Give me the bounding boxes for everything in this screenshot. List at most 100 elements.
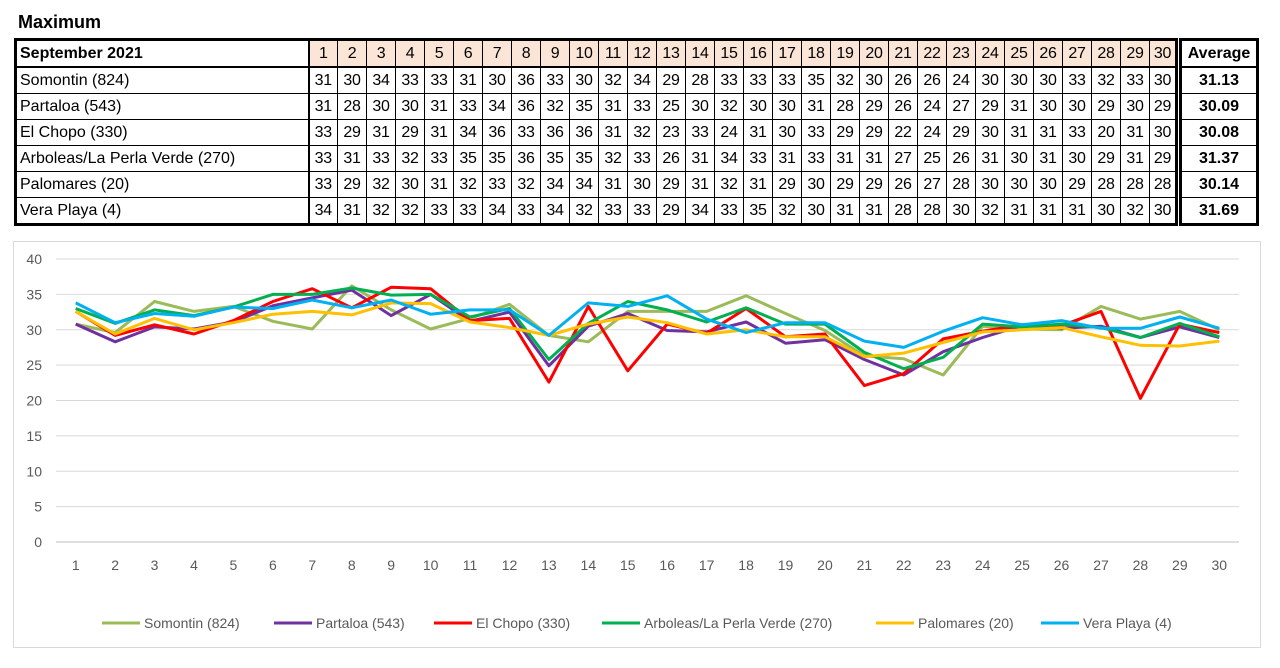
average-value: 31.13 <box>1180 66 1258 94</box>
temperature-cell: 24 <box>917 119 947 146</box>
temperature-cell: 32 <box>975 197 1005 225</box>
x-tick-label: 22 <box>896 557 912 573</box>
temperature-cell: 30 <box>1149 197 1177 225</box>
temperature-cell: 33 <box>511 197 541 225</box>
temperature-cell: 31 <box>685 171 715 198</box>
temperature-cell: 30 <box>1004 171 1034 198</box>
table-row: Somontin (824) 31 30 34 33 33 31 30 36 33 30 32 34 29… <box>15 66 1177 94</box>
day-header: 4 <box>395 39 425 68</box>
temperature-cell: 32 <box>569 197 599 225</box>
temperature-cell: 34 <box>482 197 512 225</box>
temperature-cell: 32 <box>714 93 744 120</box>
temperature-cell: 23 <box>656 119 686 146</box>
temperature-cell: 31 <box>337 197 367 225</box>
temperature-cell: 33 <box>424 66 454 94</box>
x-tick-label: 6 <box>269 557 277 573</box>
temperature-cell: 29 <box>656 66 686 94</box>
temperature-cell: 29 <box>1062 171 1092 198</box>
temperature-cell: 33 <box>453 93 483 120</box>
temperature-cell: 29 <box>946 119 976 146</box>
day-header: 10 <box>569 39 599 68</box>
temperature-cell: 36 <box>482 119 512 146</box>
temperature-cell: 32 <box>366 197 396 225</box>
temperature-cell: 33 <box>627 197 657 225</box>
temperature-cell: 33 <box>598 197 628 225</box>
temperature-cell: 33 <box>482 171 512 198</box>
temperature-cell: 28 <box>1149 171 1177 198</box>
day-header: 24 <box>975 39 1005 68</box>
average-value: 30.08 <box>1180 119 1258 146</box>
temperature-cell: 29 <box>656 197 686 225</box>
x-tick-label: 18 <box>738 557 754 573</box>
temperature-cell: 31 <box>1004 119 1034 146</box>
temperature-cell: 32 <box>714 171 744 198</box>
day-header: 1 <box>308 39 338 68</box>
temperature-cell: 32 <box>395 197 425 225</box>
temperature-cell: 32 <box>598 66 628 94</box>
temperature-cell: 32 <box>1120 197 1150 225</box>
temperature-cell: 30 <box>569 66 599 94</box>
x-tick-label: 16 <box>659 557 675 573</box>
temperature-cell: 29 <box>395 119 425 146</box>
temperature-cell: 33 <box>801 119 831 146</box>
y-tick-label: 35 <box>26 286 42 302</box>
series-line <box>75 286 1220 371</box>
temperature-cell: 30 <box>1033 171 1063 198</box>
temperature-cell: 30 <box>946 197 976 225</box>
temperature-cell: 29 <box>859 171 889 198</box>
day-header: 19 <box>830 39 860 68</box>
legend-label: Palomares (20) <box>918 615 1014 631</box>
average-value: 30.09 <box>1180 93 1258 120</box>
temperature-cell: 33 <box>453 197 483 225</box>
temperature-cell: 31 <box>337 145 367 172</box>
temperature-cell: 27 <box>917 171 947 198</box>
temperature-cell: 28 <box>830 93 860 120</box>
temperature-cell: 26 <box>888 66 918 94</box>
temperature-cell: 30 <box>482 66 512 94</box>
temperature-cell: 33 <box>308 119 338 146</box>
temperature-cell: 31 <box>424 93 454 120</box>
temperature-cell: 34 <box>569 171 599 198</box>
temperature-cell: 26 <box>656 145 686 172</box>
day-header: 23 <box>946 39 976 68</box>
temperature-cell: 33 <box>511 119 541 146</box>
x-tick-label: 23 <box>935 557 951 573</box>
temperature-cell: 35 <box>453 145 483 172</box>
temperature-cell: 35 <box>801 66 831 94</box>
temperature-cell: 26 <box>888 171 918 198</box>
temperature-cell: 30 <box>801 197 831 225</box>
x-tick-label: 9 <box>387 557 395 573</box>
temperature-cell: 30 <box>337 66 367 94</box>
temperature-cell: 31 <box>598 171 628 198</box>
legend-label: Partaloa (543) <box>316 615 405 631</box>
x-tick-label: 20 <box>817 557 833 573</box>
temperature-cell: 32 <box>540 93 570 120</box>
temperature-cell: 25 <box>656 93 686 120</box>
temperature-cell: 31 <box>975 145 1005 172</box>
x-tick-label: 30 <box>1211 557 1227 573</box>
day-header: 26 <box>1033 39 1063 68</box>
day-header: 29 <box>1120 39 1150 68</box>
temperature-cell: 29 <box>1149 93 1177 120</box>
temperature-cell: 33 <box>1120 66 1150 94</box>
temperature-cell: 30 <box>1120 93 1150 120</box>
x-tick-label: 19 <box>778 557 794 573</box>
temperature-cell: 24 <box>714 119 744 146</box>
temperature-cell: 32 <box>830 66 860 94</box>
day-header: 13 <box>656 39 686 68</box>
temperature-cell: 35 <box>482 145 512 172</box>
temperature-cell: 31 <box>1120 119 1150 146</box>
day-header: 20 <box>859 39 889 68</box>
temperature-cell: 32 <box>511 171 541 198</box>
temperature-cell: 33 <box>801 145 831 172</box>
temperature-cell: 30 <box>685 93 715 120</box>
temperature-cell: 33 <box>308 145 338 172</box>
temperature-cell: 30 <box>1149 66 1177 94</box>
day-header: 3 <box>366 39 396 68</box>
temperature-cell: 28 <box>337 93 367 120</box>
temperature-cell: 28 <box>685 66 715 94</box>
temperature-cell: 28 <box>1120 171 1150 198</box>
temperature-cell: 33 <box>308 171 338 198</box>
temperature-cell: 31 <box>366 119 396 146</box>
x-tick-label: 8 <box>348 557 356 573</box>
